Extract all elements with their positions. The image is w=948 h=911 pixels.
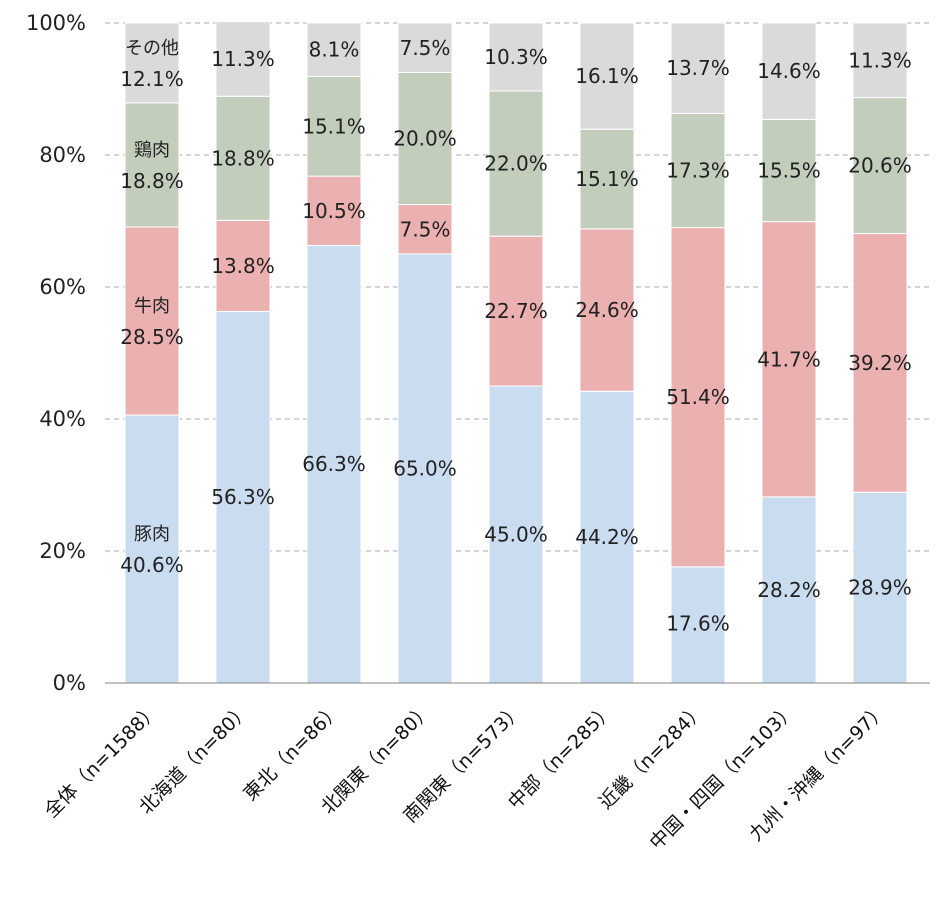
data-label: 65.0% xyxy=(393,457,457,481)
data-label: 22.7% xyxy=(484,299,548,323)
y-tick-label: 80% xyxy=(39,143,86,167)
data-label: 11.3% xyxy=(211,47,275,71)
bar-segment xyxy=(215,21,271,97)
data-label: 7.5% xyxy=(400,217,451,241)
bar-segment xyxy=(670,112,726,229)
series-name-label: その他 xyxy=(125,38,179,59)
data-label: 22.0% xyxy=(484,152,548,176)
data-label: 44.2% xyxy=(575,525,639,549)
data-label: 17.3% xyxy=(666,159,730,183)
bar-segment xyxy=(215,95,271,221)
data-label: 15.1% xyxy=(575,167,639,191)
data-label: 11.3% xyxy=(848,48,912,72)
bar-segment xyxy=(124,226,180,416)
y-tick-label: 40% xyxy=(39,407,86,431)
bar-segment xyxy=(124,414,180,684)
data-label: 20.6% xyxy=(848,154,912,178)
data-label: 7.5% xyxy=(400,36,451,60)
data-label: 12.1% xyxy=(120,67,184,91)
data-label: 13.7% xyxy=(666,56,730,80)
bar-segment xyxy=(579,128,635,230)
bar-segment xyxy=(579,390,635,684)
data-label: 28.2% xyxy=(757,578,821,602)
data-label: 10.3% xyxy=(484,45,548,69)
data-label: 40.6% xyxy=(120,553,184,577)
data-label: 8.1% xyxy=(309,38,360,62)
data-label: 39.2% xyxy=(848,351,912,375)
data-label: 14.6% xyxy=(757,59,821,83)
y-tick-label: 100% xyxy=(26,11,86,35)
bar-segment xyxy=(397,72,453,205)
bar-segment xyxy=(670,566,726,684)
bar-segment xyxy=(306,22,362,77)
bar-segment xyxy=(761,22,817,120)
data-label: 20.0% xyxy=(393,127,457,151)
y-tick-label: 60% xyxy=(39,275,86,299)
data-labels: 豚肉 40.6% 牛肉 28.5% 鶏肉 18.8% その他 12.1% 56.3% 13.8% 1… xyxy=(120,36,912,636)
bar-segment xyxy=(488,22,544,92)
data-label: 16.1% xyxy=(575,64,639,88)
bar-segment xyxy=(761,221,817,498)
series-name-label: 鶏肉 xyxy=(134,140,170,161)
bar-segment xyxy=(397,22,453,73)
data-label: 18.8% xyxy=(211,146,275,170)
data-label: 18.8% xyxy=(120,169,184,193)
bar-segment xyxy=(670,227,726,568)
data-label: 41.7% xyxy=(757,347,821,371)
data-label: 15.5% xyxy=(757,159,821,183)
x-tick-label: 中国・四国（n=103） xyxy=(646,699,801,854)
data-label: 28.9% xyxy=(848,576,912,600)
data-label: 56.3% xyxy=(211,485,275,509)
data-label: 51.4% xyxy=(666,385,730,409)
data-label: 10.5% xyxy=(302,199,366,223)
bar-segment xyxy=(306,175,362,246)
bar-segment xyxy=(579,228,635,392)
data-label: 66.3% xyxy=(302,452,366,476)
data-label: 45.0% xyxy=(484,523,548,547)
bar-segment xyxy=(579,22,635,130)
bar-segment xyxy=(670,22,726,114)
bar-segment xyxy=(397,253,453,684)
bars xyxy=(124,21,908,684)
bar-segment xyxy=(397,204,453,255)
bar-segment xyxy=(124,102,180,228)
bar-segment xyxy=(852,97,908,235)
bar-segment xyxy=(852,22,908,99)
series-name-label: 牛肉 xyxy=(134,296,170,317)
bar-segment xyxy=(761,118,817,223)
bar-segment xyxy=(852,233,908,493)
bar-segment xyxy=(761,496,817,684)
bar-segment xyxy=(488,90,544,237)
data-label: 13.8% xyxy=(211,254,275,278)
data-label: 24.6% xyxy=(575,298,639,322)
bar-segment xyxy=(488,235,544,387)
series-name-label: 豚肉 xyxy=(134,524,170,545)
data-label: 28.5% xyxy=(120,325,184,349)
y-tick-label: 20% xyxy=(39,539,86,563)
bar-segment xyxy=(306,244,362,684)
bar-segment xyxy=(124,22,180,104)
y-tick-label: 0% xyxy=(53,671,86,695)
data-label: 17.6% xyxy=(666,612,730,636)
data-label: 15.1% xyxy=(302,114,366,138)
